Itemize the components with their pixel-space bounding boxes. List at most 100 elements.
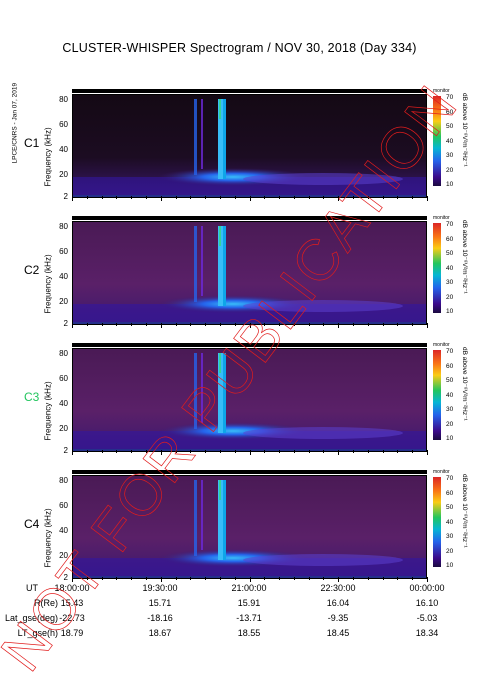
x-tick-mark — [101, 577, 103, 580]
spectrogram-panel-c2: C2 Frequency (kHz) 2 20 40 60 80 monitor 70 60 50… — [0, 215, 479, 348]
x-tick-mark — [279, 450, 281, 453]
colorbar-corner-label: monitor — [433, 469, 450, 475]
colorbar-tick-label: 50 — [446, 377, 454, 384]
colorbar-tick-label: 70 — [446, 475, 454, 482]
x-tick-mark — [86, 577, 88, 580]
colorbar-tick-label: 10 — [446, 308, 454, 315]
y-tick-label: 40 — [59, 398, 68, 408]
y-tick-label: 60 — [59, 373, 68, 383]
x-tick-mark — [160, 196, 162, 201]
colorbar — [433, 477, 441, 567]
x-tick-mark — [382, 450, 384, 453]
ephemeris-value: -13.71 — [236, 613, 262, 623]
y-tick-label: 60 — [59, 119, 68, 129]
x-tick-mark — [308, 577, 310, 580]
x-tick-mark — [367, 450, 369, 453]
spectrogram-plot — [72, 221, 427, 325]
x-tick-mark — [190, 196, 192, 199]
x-tick-mark — [293, 450, 295, 453]
colorbar-tick-label: 30 — [446, 533, 454, 540]
x-tick-mark — [72, 577, 73, 582]
x-tick-mark — [175, 450, 177, 453]
colorbar-tick-label: 50 — [446, 123, 454, 130]
colorbar-tick-label: 50 — [446, 504, 454, 511]
x-tick-mark — [234, 323, 236, 326]
x-tick-mark — [323, 450, 325, 453]
x-tick-mark — [160, 577, 162, 582]
x-tick-mark — [338, 196, 340, 201]
ephemeris-value: 18.55 — [237, 628, 261, 638]
x-tick-mark — [116, 577, 118, 580]
y-tick-label: 2 — [63, 446, 68, 455]
y-tick-label: 60 — [59, 500, 68, 510]
x-tick-mark — [323, 577, 325, 580]
y-tick-label: 2 — [63, 192, 68, 201]
x-tick-mark — [145, 323, 147, 326]
x-tick-mark — [279, 323, 281, 326]
x-tick-mark — [101, 450, 103, 453]
x-tick-mark — [160, 450, 162, 455]
colorbar-tick-label: 50 — [446, 250, 454, 257]
spectrogram-plot — [72, 94, 427, 198]
y-tick-label: 60 — [59, 246, 68, 256]
colorbar-tick-label: 70 — [446, 94, 454, 101]
x-tick-mark — [308, 196, 310, 199]
colorbar — [433, 350, 441, 440]
colorbar-corner-label: monitor — [433, 88, 450, 94]
colorbar-tick-label: 30 — [446, 406, 454, 413]
colorbar-tick-label: 20 — [446, 547, 454, 555]
x-tick-mark — [293, 323, 295, 326]
x-tick-mark — [382, 323, 384, 326]
colorbar-tick-label: 20 — [446, 293, 454, 301]
x-tick-mark — [367, 196, 369, 199]
x-tick-mark — [293, 196, 295, 199]
x-tick-mark — [264, 196, 266, 199]
x-tick-mark — [249, 450, 251, 455]
x-tick-mark — [264, 450, 266, 453]
x-tick-mark — [205, 196, 207, 199]
x-tick-mark — [412, 577, 414, 580]
x-tick-mark — [367, 323, 369, 326]
y-tick-label: 20 — [59, 423, 68, 433]
colorbar-label: dB above 10⁻⁸V²m⁻²Hz⁻¹ — [461, 474, 468, 548]
x-tick-mark — [353, 196, 355, 199]
x-tick-mark — [264, 577, 266, 580]
x-tick-mark — [175, 577, 177, 580]
x-tick-mark — [412, 450, 414, 453]
colorbar-tick-label: 30 — [446, 279, 454, 286]
y-tick-label: 80 — [59, 221, 68, 231]
colorbar-tick-label: 60 — [446, 108, 454, 116]
x-tick-mark — [427, 196, 428, 201]
ephemeris-row-label: R(Re) — [34, 598, 58, 608]
colorbar-label: dB above 10⁻⁸V²m⁻²Hz⁻¹ — [461, 93, 468, 167]
colorbar — [433, 223, 441, 313]
ephemeris-value: 18.79 — [60, 628, 84, 638]
spectrogram-plot — [72, 348, 427, 452]
x-tick-mark — [116, 196, 118, 199]
panel-top-bar — [72, 89, 427, 93]
x-tick-mark — [397, 450, 399, 453]
x-tick-mark — [323, 323, 325, 326]
x-tick-mark — [427, 323, 428, 328]
colorbar-tick-label: 10 — [446, 181, 454, 188]
x-tick-mark — [72, 196, 73, 201]
x-tick-mark — [397, 323, 399, 326]
ut-value: 22:30:00 — [320, 583, 356, 593]
y-tick-label: 80 — [59, 94, 68, 104]
panel-top-bar — [72, 470, 427, 474]
x-tick-mark — [234, 577, 236, 580]
x-tick-mark — [279, 196, 281, 199]
x-tick-mark — [145, 196, 147, 199]
x-tick-mark — [175, 323, 177, 326]
colorbar-tick-label: 10 — [446, 435, 454, 442]
x-tick-mark — [308, 323, 310, 326]
spectrogram-panel-c3: C3 Frequency (kHz) 2 20 40 60 80 monitor 70 60 50… — [0, 342, 479, 475]
x-tick-mark — [219, 450, 221, 453]
x-tick-mark — [145, 450, 147, 453]
y-tick-label: 20 — [59, 169, 68, 179]
x-tick-mark — [72, 323, 73, 328]
x-tick-mark — [234, 450, 236, 453]
y-tick-label: 80 — [59, 348, 68, 358]
x-tick-mark — [412, 196, 414, 199]
y-tick-label: 2 — [63, 319, 68, 328]
